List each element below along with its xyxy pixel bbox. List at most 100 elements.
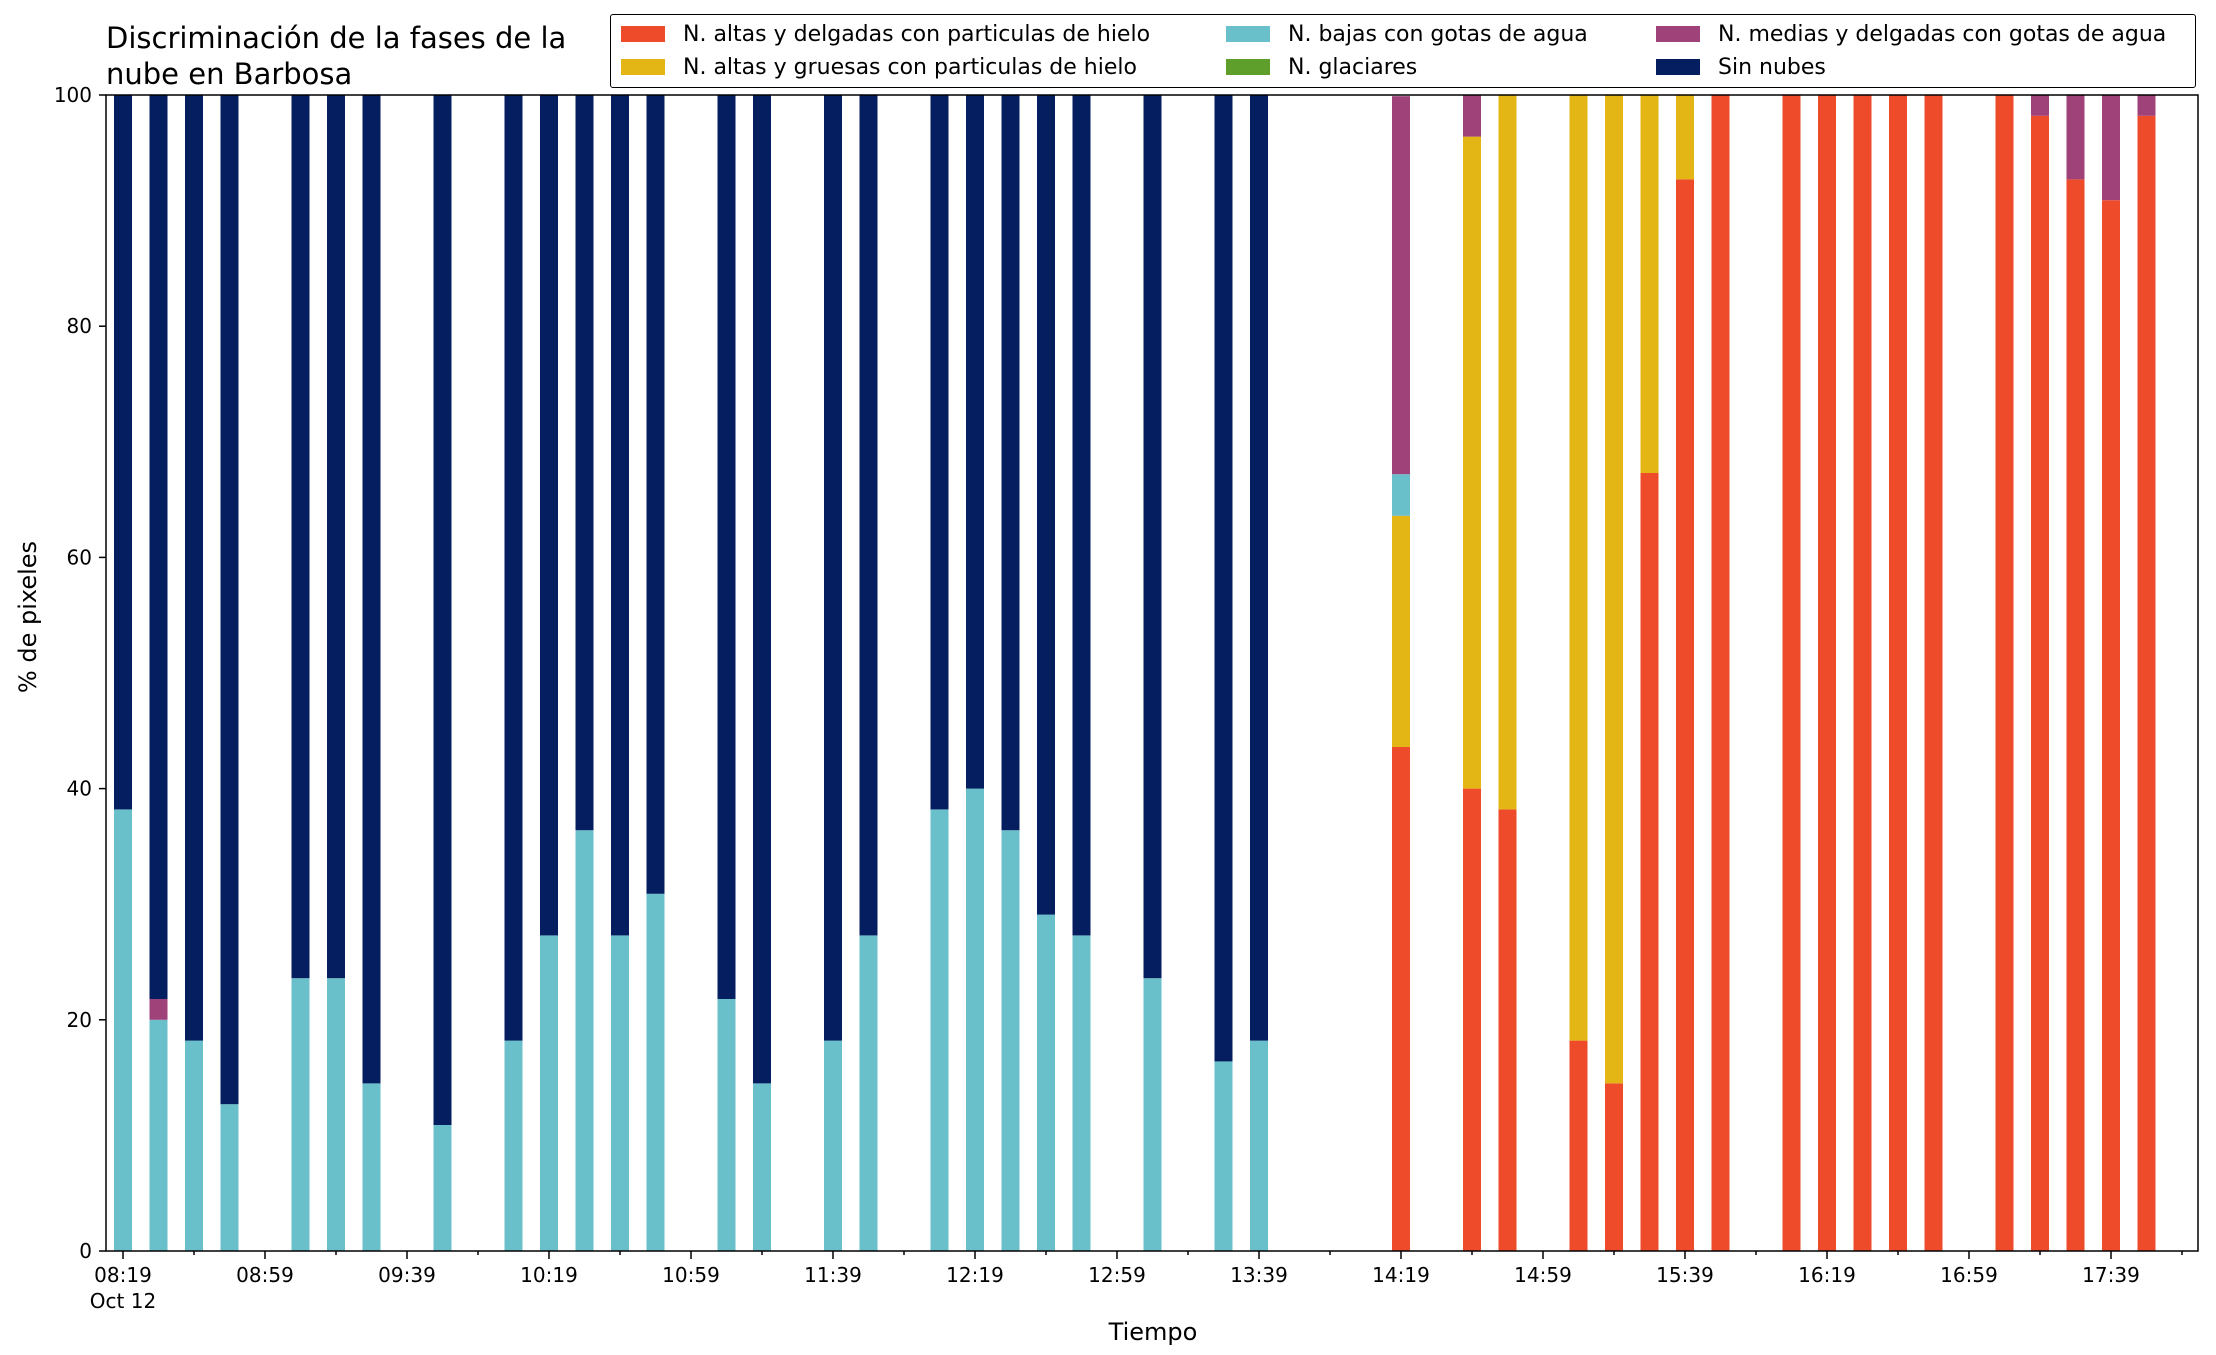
bar-segment-medias_agua-39 <box>2031 95 2049 116</box>
bar-segment-bajas_agua-7 <box>433 1125 452 1251</box>
bar-segment-hielo_gruesas-31 <box>1676 95 1694 180</box>
bar-segment-bajas_agua-25 <box>1392 474 1410 516</box>
legend-label-medias-agua: N. medias y delgadas con gotas de agua <box>1718 21 2167 47</box>
legend-item-sin-nubes: Sin nubes <box>1656 52 1826 82</box>
x-tick-label-3: 10:19 <box>520 1263 578 1287</box>
y-tick-label-100: 100 <box>54 83 92 107</box>
x-tick-label-2: 09:39 <box>378 1263 436 1287</box>
bar-segment-bajas_agua-17 <box>930 809 949 1251</box>
x-tick-label-6: 12:19 <box>946 1263 1004 1287</box>
legend-swatch-sin-nubes <box>1656 59 1700 75</box>
bar-segment-hielo_delgadas-32 <box>1711 95 1730 1251</box>
bar-segment-hielo_delgadas-36 <box>1889 95 1907 1251</box>
x-tick-label-8: 13:39 <box>1230 1263 1288 1287</box>
bar-segment-sin_nubes-4 <box>291 95 310 979</box>
legend-item-bajas-agua: N. bajas con gotas de agua <box>1226 19 1588 49</box>
x-tick-label-5: 11:39 <box>804 1263 862 1287</box>
bar-segment-sin_nubes-6 <box>362 95 381 1084</box>
bar-segment-medias_agua-1 <box>149 998 168 1020</box>
bar-segment-hielo_gruesas-30 <box>1640 95 1659 474</box>
bar-segment-hielo_delgadas-26 <box>1463 788 1481 1251</box>
x-tick-label-11: 15:39 <box>1656 1263 1714 1287</box>
bar-segment-medias_agua-40 <box>2066 95 2085 180</box>
bar-segment-sin_nubes-12 <box>646 95 665 894</box>
plot-frame <box>105 94 2199 1252</box>
legend-label-glaciares: N. glaciares <box>1288 54 1418 80</box>
bar-segment-sin_nubes-15 <box>824 95 842 1041</box>
bar-segment-sin_nubes-18 <box>966 95 984 789</box>
bar-segment-hielo_delgadas-25 <box>1392 746 1410 1251</box>
bar-segment-sin_nubes-8 <box>504 95 523 1041</box>
bar-segment-sin_nubes-2 <box>185 95 203 1041</box>
x-tick-date-label: Oct 12 <box>90 1289 156 1313</box>
bar-segment-hielo_delgadas-39 <box>2031 115 2049 1251</box>
bar-segment-medias_agua-26 <box>1463 95 1481 137</box>
bar-segment-sin_nubes-5 <box>327 95 345 979</box>
bar-segment-hielo_gruesas-25 <box>1392 515 1410 747</box>
y-tick-label-80: 80 <box>67 314 92 338</box>
chart-title: Discriminación de la fases de la nube en… <box>106 20 566 92</box>
bar-segment-hielo_delgadas-34 <box>1818 95 1836 1251</box>
bar-segment-medias_agua-41 <box>2102 95 2120 201</box>
bar-segment-medias_agua-25 <box>1392 96 1410 475</box>
bar-segment-hielo_delgadas-33 <box>1782 95 1801 1251</box>
bar-segment-sin_nubes-0 <box>114 95 132 810</box>
x-tick-label-7: 12:59 <box>1088 1263 1146 1287</box>
bar-segment-hielo_gruesas-27 <box>1498 95 1517 810</box>
bar-segment-sin_nubes-19 <box>1001 95 1020 831</box>
bar-segment-bajas_agua-4 <box>291 978 310 1251</box>
bar-segment-sin_nubes-10 <box>575 95 594 831</box>
bar-segment-sin_nubes-1 <box>149 95 168 999</box>
bar-segment-bajas_agua-3 <box>220 1104 239 1251</box>
bar-segment-hielo_delgadas-30 <box>1640 473 1659 1251</box>
legend-item-glaciares: N. glaciares <box>1226 52 1417 82</box>
bar-segment-sin_nubes-3 <box>220 95 239 1105</box>
chart-legend: N. altas y delgadas con particulas de hi… <box>610 14 2196 88</box>
bar-segment-sin_nubes-23 <box>1214 95 1233 1062</box>
legend-swatch-hielo-delgadas <box>621 26 665 42</box>
bar-segment-sin_nubes-24 <box>1250 95 1268 1041</box>
bar-segment-bajas_agua-10 <box>575 830 594 1251</box>
chart-title-line-1: Discriminación de la fases de la <box>106 21 567 55</box>
legend-swatch-bajas-agua <box>1226 26 1270 42</box>
x-axis-label: Tiempo <box>1108 1318 1198 1346</box>
legend-label-sin-nubes: Sin nubes <box>1718 54 1826 80</box>
bar-segment-sin_nubes-13 <box>717 95 736 999</box>
bar-segment-hielo_delgadas-41 <box>2102 200 2120 1252</box>
bar-segment-bajas_agua-15 <box>824 1040 842 1251</box>
bar-segment-hielo_delgadas-42 <box>2137 115 2156 1251</box>
bar-segment-bajas_agua-18 <box>966 788 984 1251</box>
bar-segment-sin_nubes-17 <box>930 95 949 810</box>
bar-segment-bajas_agua-2 <box>185 1040 203 1251</box>
bar-segment-hielo_delgadas-28 <box>1569 1040 1588 1251</box>
legend-swatch-glaciares <box>1226 59 1270 75</box>
bar-segment-hielo_delgadas-35 <box>1853 95 1872 1251</box>
x-tick-label-12: 16:19 <box>1798 1263 1856 1287</box>
bar-segment-bajas_agua-6 <box>362 1083 381 1251</box>
legend-label-bajas-agua: N. bajas con gotas de agua <box>1288 21 1588 47</box>
x-tick-label-14: 17:39 <box>2082 1263 2140 1287</box>
bar-segment-sin_nubes-20 <box>1037 95 1055 915</box>
y-tick-label-20: 20 <box>67 1008 92 1032</box>
bar-segment-sin_nubes-22 <box>1143 95 1162 979</box>
y-tick-label-0: 0 <box>79 1239 92 1263</box>
x-tick-label-1: 08:59 <box>236 1263 294 1287</box>
bar-segment-bajas_agua-19 <box>1001 830 1020 1251</box>
legend-item-hielo-delgadas: N. altas y delgadas con particulas de hi… <box>621 19 1150 49</box>
bar-segment-hielo_delgadas-27 <box>1498 809 1517 1251</box>
bar-segment-medias_agua-42 <box>2137 95 2156 116</box>
y-tick-label-40: 40 <box>67 777 92 801</box>
bar-segment-bajas_agua-9 <box>540 935 558 1251</box>
legend-item-medias-agua: N. medias y delgadas con gotas de agua <box>1656 19 2166 49</box>
bar-segment-bajas_agua-16 <box>859 935 878 1251</box>
bar-segment-sin_nubes-7 <box>433 95 452 1125</box>
bar-segment-bajas_agua-8 <box>504 1040 523 1251</box>
bar-segment-bajas_agua-24 <box>1250 1040 1268 1251</box>
bar-segment-bajas_agua-11 <box>611 935 629 1251</box>
legend-swatch-medias-agua <box>1656 26 1700 42</box>
bar-segment-bajas_agua-14 <box>753 1083 771 1251</box>
bar-segment-bajas_agua-22 <box>1143 978 1162 1251</box>
legend-swatch-hielo-gruesas <box>621 59 665 75</box>
bar-segment-bajas_agua-12 <box>646 893 665 1251</box>
bar-segment-hielo_delgadas-31 <box>1676 179 1694 1251</box>
